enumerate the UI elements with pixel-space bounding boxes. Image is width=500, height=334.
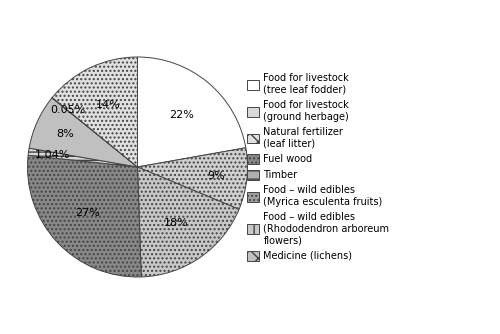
Text: 14%: 14% xyxy=(96,101,120,111)
Text: 0.05%: 0.05% xyxy=(50,105,85,115)
Legend: Food for livestock
(tree leaf fodder), Food for livestock
(ground herbage), Natu: Food for livestock (tree leaf fodder), F… xyxy=(247,73,390,261)
Text: 9%: 9% xyxy=(208,171,225,181)
Wedge shape xyxy=(138,57,246,167)
Text: 1.04%: 1.04% xyxy=(35,150,70,160)
Wedge shape xyxy=(28,148,138,167)
Wedge shape xyxy=(138,148,248,209)
Wedge shape xyxy=(29,98,138,167)
Text: 22%: 22% xyxy=(169,110,194,120)
Wedge shape xyxy=(52,98,138,167)
Text: 27%: 27% xyxy=(75,208,100,218)
Wedge shape xyxy=(138,167,239,277)
Text: 8%: 8% xyxy=(56,129,74,139)
Wedge shape xyxy=(28,155,142,277)
Text: 18%: 18% xyxy=(164,218,188,228)
Wedge shape xyxy=(52,57,138,167)
